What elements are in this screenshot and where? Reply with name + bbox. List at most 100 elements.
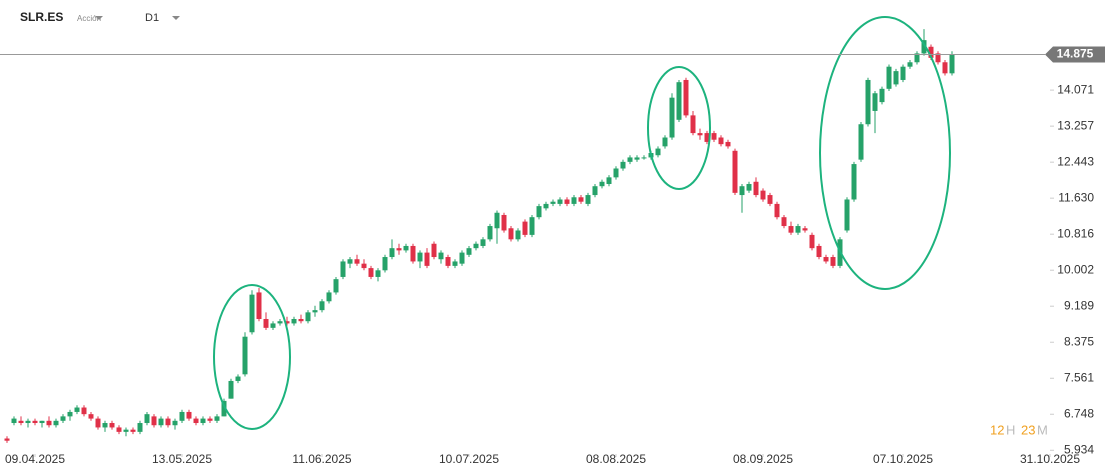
x-tick-label: 07.10.2025	[873, 452, 933, 466]
candle-body	[865, 79, 871, 125]
candle-body	[711, 133, 717, 140]
candle-body	[186, 411, 192, 419]
y-tick-label: 10.002	[1057, 262, 1094, 276]
candle-body	[431, 243, 437, 258]
candle-body	[179, 411, 185, 421]
candle-body	[676, 82, 682, 120]
candle-body	[81, 407, 87, 415]
candle-body	[88, 414, 94, 419]
candle-body	[424, 252, 430, 266]
candle-body	[809, 234, 815, 249]
candle-body	[46, 420, 52, 426]
candle-body	[312, 310, 318, 313]
candle-body	[508, 228, 514, 240]
candle-body	[844, 199, 850, 231]
candle-body	[697, 133, 703, 136]
candle-body	[823, 257, 829, 262]
dropdown-arrow[interactable]	[172, 16, 180, 20]
candle-body	[172, 420, 178, 426]
candle-body	[501, 214, 507, 231]
candle-body	[536, 206, 542, 218]
candle-body	[935, 53, 941, 63]
candle-body	[466, 248, 472, 255]
candle-body	[284, 321, 290, 324]
candle-body	[207, 418, 213, 421]
candle-body	[515, 230, 521, 240]
candle-body	[53, 420, 59, 426]
candle-body	[571, 197, 577, 204]
candle-body	[795, 226, 801, 233]
candle-body	[746, 183, 752, 191]
candle-body	[816, 245, 822, 258]
candle-body	[417, 252, 423, 262]
candle-body	[907, 62, 913, 67]
candle-body	[550, 201, 556, 204]
candle-body	[487, 226, 493, 240]
candle-body	[263, 318, 269, 328]
candle-body	[942, 62, 948, 74]
candle-body	[606, 177, 612, 184]
y-tick-label: 14.071	[1057, 82, 1094, 96]
symbol: SLR.ES	[20, 10, 63, 24]
candle-body	[886, 66, 892, 89]
candle-body	[277, 321, 283, 324]
candle-body	[872, 93, 878, 111]
highlight-ellipse	[213, 284, 291, 430]
candle-body	[221, 400, 227, 417]
candle-body	[326, 292, 332, 302]
candle-body	[830, 257, 836, 266]
candle-body	[242, 336, 248, 375]
candle-body	[32, 420, 38, 424]
candle-body	[347, 259, 353, 264]
candle-body	[158, 418, 164, 426]
candle-body	[928, 46, 934, 58]
candle-body	[396, 248, 402, 251]
candle-body	[319, 301, 325, 311]
highlight-ellipse	[647, 66, 711, 190]
candle-body	[704, 133, 710, 142]
countdown-h: H	[1006, 422, 1015, 437]
candle-body	[557, 199, 563, 204]
countdown-m: M	[1037, 422, 1048, 437]
timeframe[interactable]: D1	[145, 12, 159, 24]
candle-body	[802, 228, 808, 231]
candle-body	[585, 195, 591, 204]
candle-body	[200, 418, 206, 424]
x-tick-label: 31.10.2025	[1020, 452, 1080, 466]
y-tick-label: 5.934	[1064, 442, 1094, 456]
candle-body	[438, 252, 444, 260]
candle-body	[235, 376, 241, 381]
y-tick-label: 9.189	[1064, 298, 1094, 312]
candle-body	[949, 54, 955, 74]
candle-body	[620, 161, 626, 169]
candle-body	[95, 418, 101, 428]
candle-body	[11, 418, 17, 424]
candle-body	[256, 292, 262, 319]
highlight-ellipse	[819, 16, 951, 290]
instrument-kind: Acción	[77, 14, 101, 23]
y-tick-label: 8.375	[1064, 334, 1094, 348]
candle-body	[781, 217, 787, 227]
last-price-tag	[1045, 46, 1105, 63]
x-tick-label: 09.04.2025	[5, 452, 65, 466]
candle-body	[249, 294, 255, 333]
candle-body	[109, 423, 115, 428]
candle-body	[599, 181, 605, 187]
candle-body	[690, 115, 696, 134]
candle-body	[382, 257, 388, 271]
candle-body	[851, 164, 857, 200]
candle-body	[74, 407, 80, 412]
candle-body	[123, 429, 129, 432]
candle-body	[480, 239, 486, 246]
candle-body	[767, 195, 773, 204]
candle-body	[732, 150, 738, 193]
candle-body	[543, 203, 549, 209]
candle-body	[67, 411, 73, 417]
dropdown-arrow[interactable]	[95, 16, 103, 20]
candle-body	[921, 40, 927, 54]
candle-body	[39, 420, 45, 424]
candle-body	[60, 416, 66, 421]
candle-body	[669, 97, 675, 138]
candle-body	[634, 157, 640, 160]
